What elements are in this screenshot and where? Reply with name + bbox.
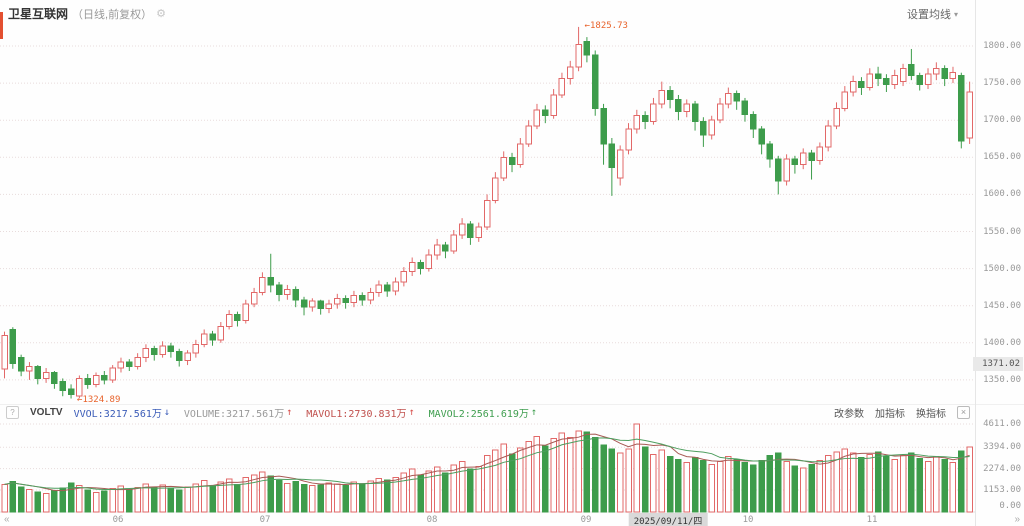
high-annotation: ←1825.73 [584,20,628,31]
date-tick-label: 10 [742,515,754,525]
indicator-item: VVOL:3217.561万 ↓ [73,406,170,420]
indicator-bar: ? VOLTV VVOL:3217.561万 ↓ VOLUME:3217.561万 ↑… [6,404,970,420]
left-accent-bar [0,12,3,39]
close-icon[interactable]: × [957,405,970,419]
indicator-item: MAVOL2:2561.619万 ↑ [428,406,537,420]
up-arrow-icon: ↑ [286,406,293,418]
date-tick-label: 09 [580,515,592,525]
up-arrow-icon: ↑ [530,406,537,418]
low-annotation: ←1324.89 [77,394,121,405]
date-tick-label: 08 [426,515,438,525]
indicator-item: MAVOL1:2730.831万 ↑ [306,406,415,420]
chart-mode-label: （日线,前复权） [72,8,153,21]
help-icon[interactable]: ? [6,405,19,419]
indicator-item: VOLUME:3217.561万 ↑ [183,406,293,420]
current-price-label: 1371.02 [973,357,1023,372]
up-arrow-icon: ↑ [408,406,415,418]
ma-settings-dropdown[interactable]: 设置均线 ▾ [907,6,958,22]
date-tick-label: 06 [112,515,124,525]
scroll-right-icon[interactable]: » [1014,514,1020,525]
highlighted-date-label: 2025/09/11/四 [628,513,708,526]
indicator-name: VOLTV [30,406,63,418]
gear-icon[interactable]: ⚙ [156,8,166,20]
chart-header: 卫星互联网 （日线,前复权） ⚙ [8,5,166,22]
scroll-left-icon[interactable]: « [4,514,10,525]
date-axis: « » 2025/09/11/四 06 07 08 09 10 11 [0,513,1024,526]
date-tick-label: 07 [259,515,271,525]
chevron-down-icon: ▾ [953,9,958,19]
change-params-button[interactable]: 改参数 [834,408,864,420]
indicator-values: VVOL:3217.561万 ↓ VOLUME:3217.561万 ↑ MAVOL1:2… [74,405,537,420]
down-arrow-icon: ↓ [163,406,170,418]
switch-indicator-button[interactable]: 换指标 [916,408,946,420]
date-tick-label: 11 [866,515,878,525]
ma-settings-label: 设置均线 [906,9,951,21]
add-indicator-button[interactable]: 加指标 [875,408,905,420]
instrument-title: 卫星互联网 [8,7,69,21]
